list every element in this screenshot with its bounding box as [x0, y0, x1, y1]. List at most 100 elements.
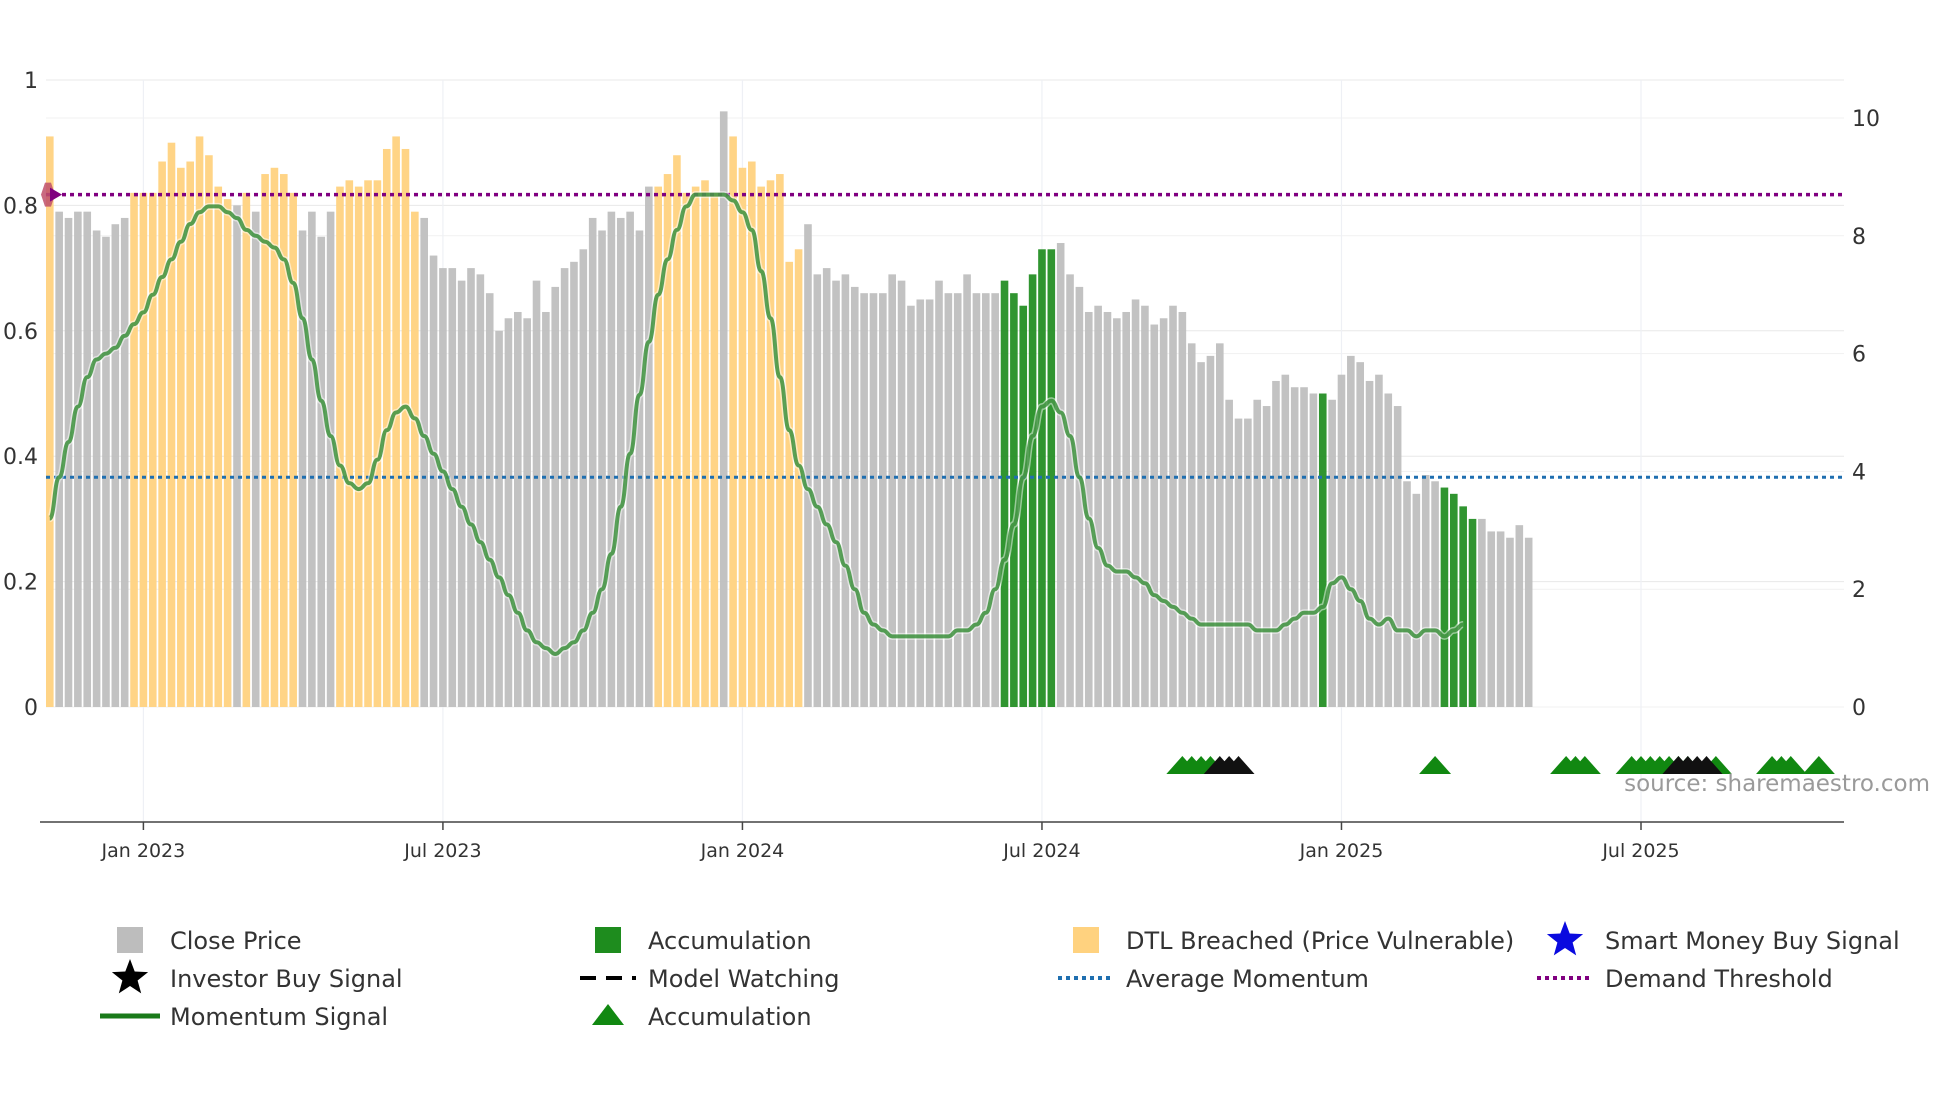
accumulation-triangle-marker: [1568, 756, 1601, 774]
price-bar-135: [1309, 393, 1318, 707]
price-bar-15: [186, 161, 194, 707]
price-bar-75: [748, 161, 756, 707]
price-bar-27: [298, 230, 307, 708]
price-bar-141: [1365, 380, 1374, 707]
legend-item[interactable]: Smart Money Buy Signal: [1546, 921, 1900, 956]
price-bar-122: [1187, 343, 1196, 707]
price-bars: [46, 111, 1533, 708]
legend-item[interactable]: Investor Buy Signal: [111, 959, 403, 994]
legend-item[interactable]: Close Price: [117, 927, 302, 955]
price-bar-152: [1468, 518, 1477, 707]
legend-item[interactable]: DTL Breached (Price Vulnerable): [1073, 927, 1514, 955]
legend-item[interactable]: Demand Threshold: [1537, 965, 1833, 993]
left-tick-label: 1: [24, 69, 38, 94]
price-bar-58: [588, 217, 597, 707]
price-bar-33: [354, 186, 363, 708]
price-bar-69: [691, 186, 700, 708]
price-bar-51: [523, 318, 531, 707]
price-bar-155: [1496, 531, 1505, 707]
threshold-start-arrow: [50, 187, 62, 202]
price-bar-102: [1000, 280, 1009, 707]
price-bar-114: [1113, 318, 1121, 707]
price-bar-25: [280, 174, 288, 708]
price-bar-22: [251, 211, 260, 708]
legend-label: DTL Breached (Price Vulnerable): [1126, 927, 1514, 955]
price-bar-71: [710, 192, 719, 708]
legend-swatch: [117, 927, 143, 953]
price-bar-47: [485, 293, 494, 707]
price-bar-77: [766, 180, 775, 707]
price-bar-94: [925, 299, 934, 707]
price-bar-145: [1403, 481, 1411, 707]
price-bar-72: [719, 111, 728, 708]
investor-buy-triangle-marker: [1222, 756, 1255, 774]
price-bar-83: [822, 268, 831, 707]
price-bar-9: [130, 192, 138, 708]
x-tick-label: Jan 2024: [700, 840, 785, 862]
price-bar-61: [616, 217, 625, 707]
legend-label: Smart Money Buy Signal: [1605, 927, 1900, 955]
left-tick-label: 0.8: [3, 194, 38, 219]
price-bar-81: [804, 224, 812, 707]
price-bar-153: [1478, 518, 1486, 707]
price-bar-151: [1459, 506, 1467, 707]
legend-item[interactable]: Average Momentum: [1058, 965, 1369, 993]
price-bar-42: [439, 268, 447, 707]
price-bar-90: [888, 274, 896, 707]
price-bar-74: [738, 167, 747, 707]
price-bar-87: [860, 293, 868, 707]
price-bar-17: [205, 155, 213, 708]
price-bar-128: [1244, 418, 1252, 707]
price-bar-113: [1103, 311, 1112, 707]
legend-label: Accumulation: [648, 1003, 812, 1031]
price-bar-157: [1515, 525, 1524, 707]
price-bar-8: [120, 217, 129, 707]
star-icon: [111, 959, 149, 994]
price-bar-121: [1178, 311, 1187, 707]
legend-item[interactable]: Model Watching: [580, 965, 840, 993]
price-bar-12: [158, 161, 166, 707]
price-bar-146: [1412, 493, 1421, 707]
price-bar-16: [195, 136, 204, 707]
price-bar-144: [1393, 406, 1402, 707]
price-bar-96: [944, 293, 953, 707]
price-bar-30: [326, 211, 335, 708]
accumulation-triangle-marker: [1802, 756, 1835, 774]
price-bar-143: [1384, 393, 1393, 707]
legend[interactable]: Close Price Accumulation DTL Breached (Pri…: [100, 921, 1900, 1031]
legend-item[interactable]: Accumulation: [592, 1003, 812, 1031]
price-bar-137: [1328, 399, 1336, 707]
x-tick-label: Jul 2024: [1002, 840, 1080, 862]
price-bar-28: [308, 211, 316, 708]
price-bar-125: [1216, 343, 1224, 707]
legend-label: Demand Threshold: [1605, 965, 1833, 993]
price-bar-13: [167, 142, 176, 707]
legend-label: Momentum Signal: [170, 1003, 388, 1031]
right-tick-label: 2: [1852, 578, 1866, 603]
price-bar-101: [991, 293, 999, 707]
price-bar-41: [429, 255, 438, 707]
star-icon: [1546, 921, 1584, 956]
price-bar-129: [1253, 399, 1262, 707]
legend-item[interactable]: Momentum Signal: [100, 1003, 388, 1031]
price-bar-116: [1131, 299, 1140, 707]
price-bar-14: [177, 167, 185, 707]
price-bar-108: [1056, 243, 1065, 707]
price-bar-24: [270, 167, 279, 707]
price-bar-48: [495, 330, 503, 707]
price-bar-20: [233, 205, 241, 707]
legend-item[interactable]: Accumulation: [595, 927, 812, 955]
price-bar-103: [1010, 293, 1018, 707]
price-bar-35: [373, 180, 382, 707]
legend-label: Average Momentum: [1126, 965, 1369, 993]
price-bar-131: [1272, 380, 1280, 707]
price-bar-38: [401, 148, 410, 708]
price-bar-156: [1506, 537, 1514, 707]
price-bar-6: [102, 236, 110, 707]
price-bar-79: [785, 261, 794, 707]
x-tick-label: Jul 2025: [1601, 840, 1679, 862]
price-bar-1: [55, 211, 63, 708]
price-bar-11: [148, 192, 157, 708]
